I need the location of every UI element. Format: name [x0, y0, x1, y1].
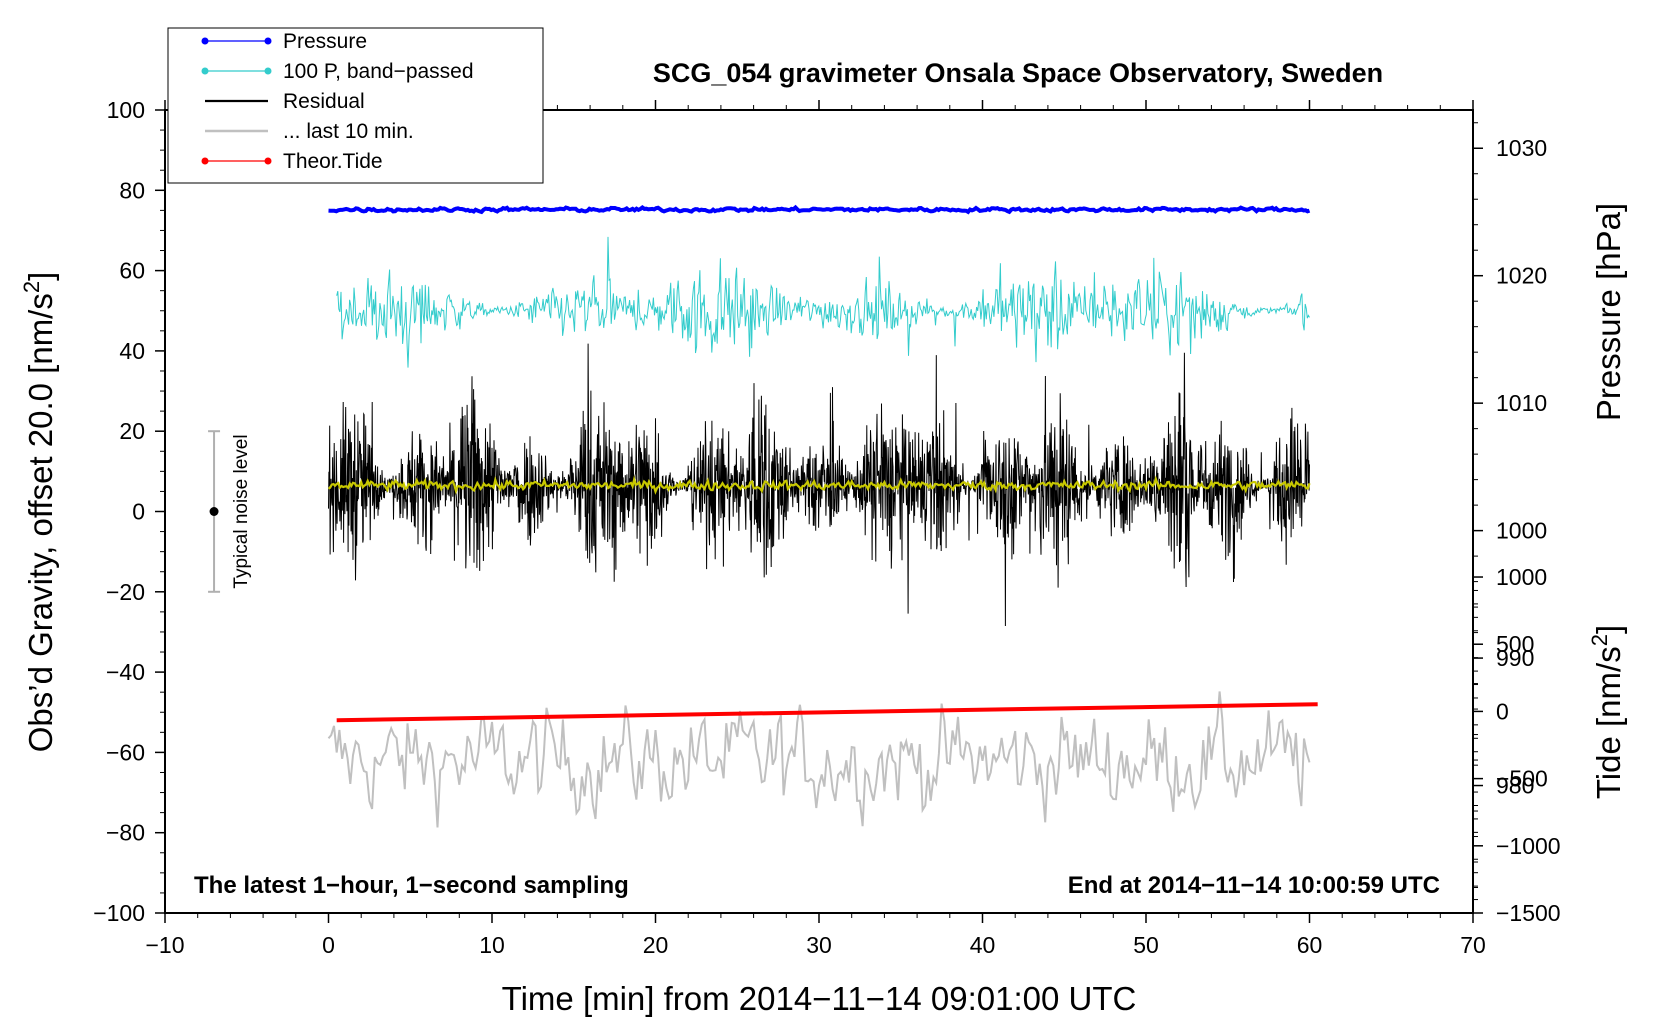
series-band-passed-pressure [336, 236, 1310, 368]
y-tick-label: −100 [93, 900, 145, 926]
x-tick-label: 30 [806, 932, 832, 958]
series-layer [327, 204, 1318, 828]
tide-tick-label: −1000 [1496, 833, 1561, 859]
tide-tick-label: 500 [1496, 631, 1534, 657]
y-tick-label: 100 [107, 97, 145, 123]
tide-tick-label: −1500 [1496, 900, 1561, 926]
legend-marker-right [264, 157, 272, 165]
pressure-tick-label: 1030 [1496, 135, 1547, 161]
legend-marker-right [264, 37, 272, 45]
x-tick-label: 60 [1297, 932, 1323, 958]
y-tick-label: 40 [119, 338, 145, 364]
y-axis-label-left-end: ] [22, 272, 59, 281]
legend-marker-right [264, 67, 272, 75]
y-tick-label: 0 [132, 499, 145, 525]
y-tick-label: 80 [119, 177, 145, 203]
y-tick-label: −20 [106, 579, 145, 605]
y-tick-label: 20 [119, 418, 145, 444]
y-axis-label-tide-end: ] [1590, 625, 1627, 634]
y-axis-label-tide: Tide [nm/s2] [1587, 625, 1627, 799]
noise-center-dot [209, 507, 219, 516]
series-residual [328, 343, 1310, 627]
y-axis-label-left-main: Obs’d Gravity, offset 20.0 [nm/s [22, 293, 59, 752]
pressure-tick-label: 980 [1496, 773, 1534, 799]
y-axis-label-left-sup: 2 [19, 281, 44, 293]
y-axis-label-tide-sup: 2 [1587, 634, 1612, 646]
y-tick-label: 60 [119, 258, 145, 284]
x-tick-label: 10 [479, 932, 505, 958]
y-axis-label-tide-main: Tide [nm/s [1590, 646, 1627, 799]
legend: Pressure 100 P, band−passed Residual ... la… [167, 27, 544, 184]
x-axis-label: Time [min] from 2014−11−14 09:01:00 UTC [502, 980, 1137, 1017]
noise-indicator: Typical noise level [208, 430, 252, 593]
y-tick-label: −80 [106, 820, 145, 846]
x-tick-label: −10 [145, 932, 184, 958]
legend-label: Residual [283, 90, 365, 113]
ticks-layer: −10 0 10 20 30 40 50 60 70−100−80−60−40−20020406… [93, 97, 1560, 958]
y-axis-label-left: Obs’d Gravity, offset 20.0 [nm/s2] [19, 272, 59, 753]
y-tick-label: −60 [106, 739, 145, 765]
series-theor-tide [336, 702, 1318, 723]
x-tick-label: 0 [322, 932, 335, 958]
legend-label: ... last 10 min. [283, 120, 414, 143]
legend-box [167, 27, 544, 184]
legend-label: 100 P, band−passed [283, 60, 474, 83]
series-last-10-min [327, 691, 1311, 828]
x-tick-label: 20 [643, 932, 669, 958]
pressure-tick-label: 990 [1496, 645, 1534, 671]
legend-marker-left [201, 157, 209, 165]
y-axis-label-pressure: Pressure [hPa] [1590, 203, 1627, 421]
noise-label: Typical noise level [231, 434, 252, 588]
x-tick-label: 70 [1460, 932, 1486, 958]
y-tick-label: −40 [106, 659, 145, 685]
legend-marker-left [201, 67, 209, 75]
legend-label: Theor.Tide [283, 150, 383, 173]
series-smoothed-residual [327, 475, 1311, 495]
series-pressure [328, 204, 1311, 215]
pressure-tick-label: 1020 [1496, 263, 1547, 289]
annotation-end-time: End at 2014−11−14 10:00:59 UTC [1068, 872, 1440, 899]
tide-tick-label: −500 [1496, 766, 1548, 792]
tide-tick-label: 1000 [1496, 564, 1547, 590]
pressure-tick-label: 1010 [1496, 390, 1547, 416]
legend-marker-left [201, 37, 209, 45]
x-tick-label: 40 [970, 932, 996, 958]
legend-label: Pressure [283, 30, 367, 53]
x-tick-label: 50 [1133, 932, 1159, 958]
tide-tick-label: 0 [1496, 698, 1509, 724]
annotation-sampling: The latest 1−hour, 1−second sampling [194, 872, 629, 899]
pressure-tick-label: 1000 [1496, 518, 1547, 544]
chart-title: SCG_054 gravimeter Onsala Space Observat… [653, 58, 1383, 88]
